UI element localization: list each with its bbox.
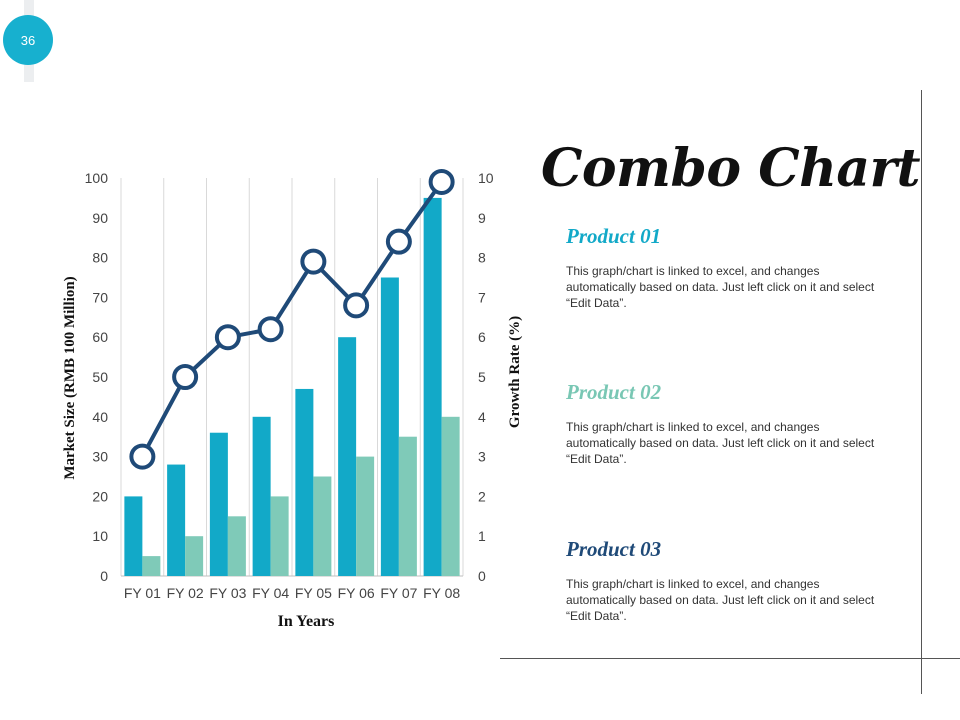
bar-product-02 (142, 556, 161, 576)
product-01-title: Product 01 (566, 224, 662, 248)
x-tick-label: FY 07 (380, 585, 417, 601)
x-tick-label: FY 08 (423, 585, 460, 601)
y2-tick-label: 7 (478, 289, 486, 305)
y-tick-label: 20 (92, 488, 108, 504)
bar-product-01 (423, 197, 442, 576)
y-tick-label: 60 (92, 329, 108, 345)
y-tick-label: 80 (92, 250, 108, 266)
x-tick-label: FY 06 (338, 585, 375, 601)
y-tick-label: 30 (92, 449, 108, 465)
bar-product-01 (252, 416, 271, 576)
y-tick-label: 100 (85, 170, 109, 186)
bar-product-02 (356, 456, 375, 576)
y-tick-label: 40 (92, 409, 108, 425)
product-01-description: This graph/chart is linked to excel, and… (566, 264, 875, 310)
product-02-description: This graph/chart is linked to excel, and… (566, 420, 875, 466)
y-tick-label: 50 (92, 369, 108, 385)
product-02-title: Product 02 (566, 380, 662, 404)
bar-product-01 (209, 432, 228, 576)
y2-tick-label: 9 (478, 210, 486, 226)
bar-product-02 (398, 436, 417, 576)
line-point-marker (129, 443, 156, 470)
line-point-marker (385, 228, 412, 255)
product-03-block: Product 03 This graph/chart is linked to… (566, 537, 886, 624)
y2-tick-label: 3 (478, 449, 486, 465)
bar-product-01 (295, 388, 314, 576)
y2-tick-label: 4 (478, 409, 486, 425)
x-tick-label: FY 05 (295, 585, 332, 601)
line-point-marker (300, 248, 327, 275)
line-point-marker (172, 364, 199, 390)
y2-tick-label: 8 (478, 250, 486, 266)
y2-tick-label: 2 (478, 488, 486, 504)
x-tick-label: FY 02 (167, 585, 204, 601)
page-title: Combo Chart (540, 138, 921, 199)
y-tick-label: 0 (100, 568, 108, 584)
x-tick-label: FY 04 (252, 585, 289, 601)
product-02-block: Product 02 This graph/chart is linked to… (566, 380, 886, 467)
product-01-block: Product 01 This graph/chart is linked to… (566, 224, 886, 311)
y2-tick-label: 0 (478, 568, 486, 584)
y2-tick-label: 1 (478, 528, 486, 544)
y2-tick-label: 10 (478, 170, 494, 186)
y-tick-label: 90 (92, 210, 108, 226)
line-point-marker (214, 324, 241, 351)
product-03-title: Product 03 (566, 537, 662, 561)
bar-product-01 (167, 464, 186, 576)
bar-product-02 (313, 476, 332, 576)
line-point-marker (343, 292, 370, 319)
right-divider-line (921, 90, 922, 694)
slide-number-badge: 36 (3, 15, 53, 65)
bar-product-02 (185, 536, 204, 576)
bar-product-02 (270, 496, 289, 576)
combo-chart: 0 10 20 30 40 50 60 70 80 90 100 0 1 2 3 4 5 6 7 8 9 10 FY 01 F… (62, 168, 523, 630)
bar-product-01 (380, 277, 399, 576)
bar-product-02 (441, 416, 460, 576)
bottom-divider-line (500, 658, 960, 659)
bar-product-01 (124, 496, 143, 576)
y-tick-label: 70 (92, 289, 108, 305)
y2-tick-label: 6 (478, 329, 486, 345)
product-03-description: This graph/chart is linked to excel, and… (566, 577, 875, 623)
line-point-marker (257, 316, 284, 343)
x-tick-label: FY 01 (124, 585, 161, 601)
bar-product-01 (338, 337, 357, 576)
slide-number: 36 (20, 32, 36, 48)
y-tick-label: 10 (92, 528, 108, 544)
y2-tick-label: 5 (478, 369, 486, 385)
y-axis-title: Market Size (RMB 100 Million) (62, 276, 78, 479)
line-point-marker (428, 168, 455, 195)
bar-product-02 (227, 516, 246, 576)
x-axis-title: In Years (278, 613, 335, 630)
y2-axis-title: Growth Rate (%) (507, 316, 523, 428)
x-tick-label: FY 03 (209, 585, 246, 601)
